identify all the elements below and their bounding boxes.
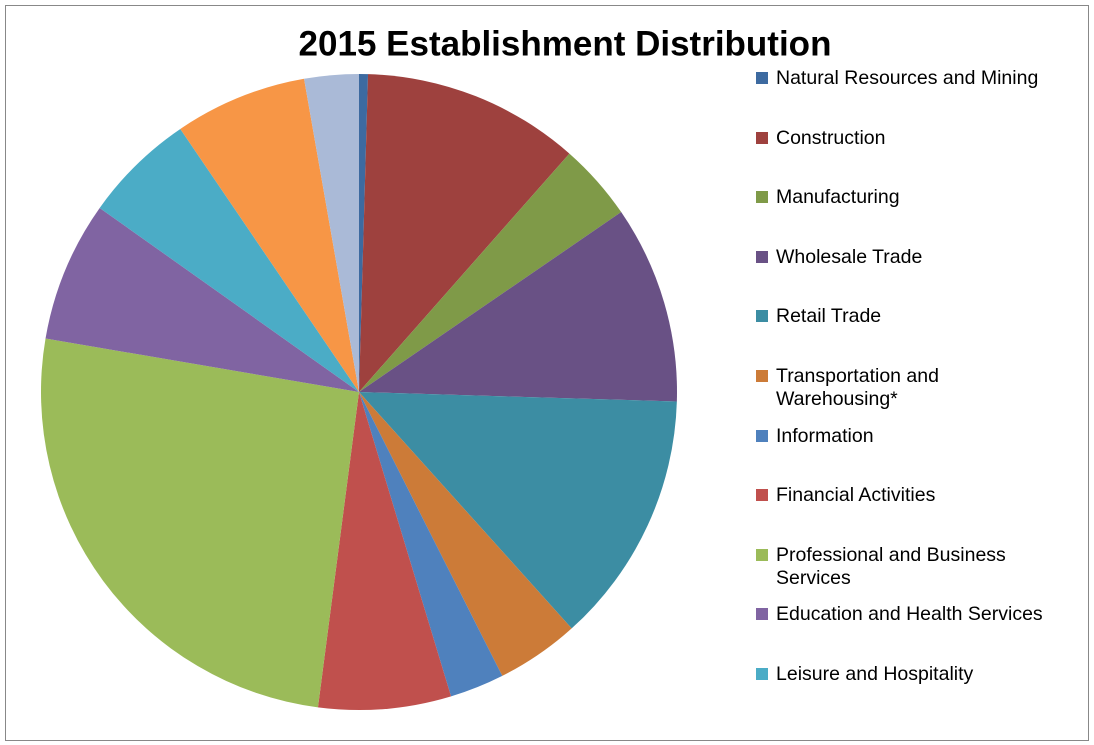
- pie-slice: [359, 74, 570, 392]
- pie-slice: [359, 392, 677, 629]
- legend-label: Professional and Business Services: [776, 543, 1006, 589]
- legend-label: Information: [776, 424, 874, 447]
- pie-slice: [359, 74, 369, 392]
- legend-label: Financial Activities: [776, 484, 936, 507]
- pie-slice: [359, 153, 622, 392]
- pie-slice: [304, 74, 359, 392]
- legend-label: Transportation and Warehousing*: [776, 365, 939, 410]
- pie-slice: [317, 392, 452, 710]
- legend-label: Wholesale Trade: [776, 245, 923, 268]
- pie-slice: [359, 392, 503, 697]
- legend-item: Financial Activities: [756, 484, 1046, 507]
- legend-item: Construction: [756, 127, 1046, 150]
- pie-slice: [359, 212, 677, 402]
- legend-swatch: [756, 191, 768, 204]
- legend-swatch: [756, 429, 768, 442]
- pie-slice: [180, 78, 359, 392]
- legend-swatch: [756, 548, 768, 561]
- legend-swatch: [756, 668, 768, 680]
- legend-swatch: [756, 608, 768, 621]
- legend-label: Natural Resources and Mining: [776, 67, 1039, 89]
- legend-swatch: [756, 131, 768, 144]
- legend-item: Wholesale Trade: [756, 246, 1046, 269]
- legend-label: Retail Trade: [776, 305, 882, 328]
- legend-item: Retail Trade: [756, 305, 1046, 328]
- pie-slice: [359, 392, 572, 676]
- legend-item: Leisure and Hospitality: [756, 663, 1046, 686]
- legend-swatch: [756, 370, 768, 382]
- pie-slice: [45, 207, 359, 392]
- legend-label: Leisure and Hospitality: [776, 663, 974, 685]
- legend-swatch: [756, 489, 768, 502]
- legend-item: Information: [756, 425, 1046, 448]
- legend-swatch: [756, 250, 768, 263]
- legend-label: Education and Health Services: [776, 603, 1043, 626]
- pie-slice: [41, 338, 359, 708]
- chart-title: 2015 Establishment Distribution: [299, 24, 832, 63]
- legend-swatch: [756, 310, 768, 323]
- legend-item: Professional and Business Services: [756, 544, 1046, 590]
- legend-label: Manufacturing: [776, 186, 900, 209]
- legend-label: Construction: [776, 126, 886, 149]
- pie-slice: [99, 128, 359, 393]
- legend-item: Transportation and Warehousing*: [756, 365, 1046, 411]
- legend-item: Manufacturing: [756, 186, 1046, 209]
- legend-swatch: [756, 72, 768, 84]
- legend-item: Education and Health Services: [756, 603, 1046, 626]
- legend-item: Natural Resources and Mining: [756, 67, 1046, 90]
